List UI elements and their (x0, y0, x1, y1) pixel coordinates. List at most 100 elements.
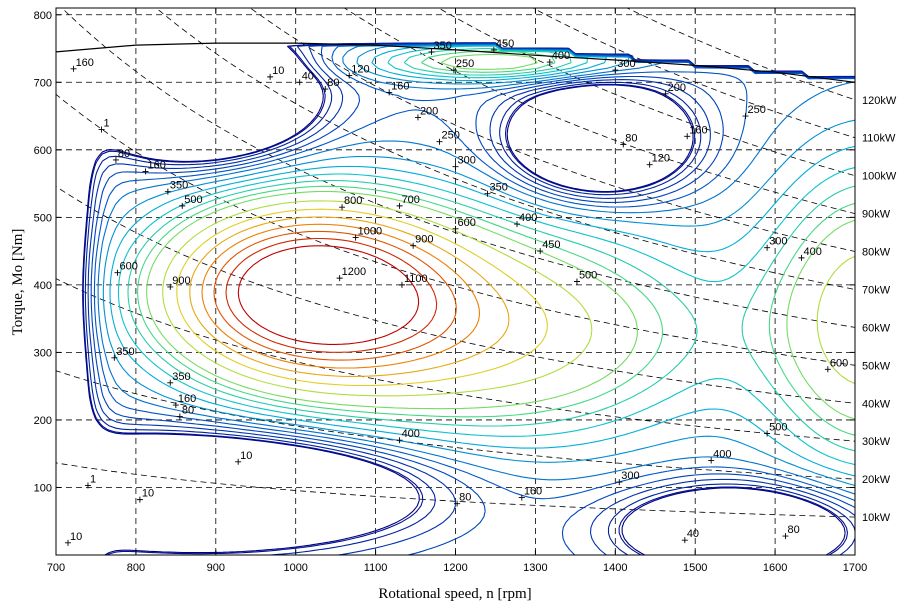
power-line-label: 90kW (862, 209, 891, 221)
contour-line (93, 43, 855, 502)
power-line-label: 80kW (862, 247, 891, 259)
contour-label-marker (352, 234, 359, 241)
contour-level-label: 160 (147, 159, 165, 171)
contour-level-label: 250 (748, 104, 766, 116)
contour-label-marker (764, 430, 771, 437)
x-tick-label: 1100 (364, 562, 388, 574)
contour-label-marker (742, 113, 749, 120)
power-line-label: 10kW (862, 512, 891, 524)
contour-level-label: 120 (351, 64, 369, 76)
y-tick-label: 400 (34, 280, 52, 292)
contour-level-label: 1100 (404, 273, 428, 285)
contour-level-label: 450 (496, 38, 514, 50)
contour-label-marker (64, 539, 71, 546)
contour-level-label: 600 (830, 357, 848, 369)
y-tick-label: 500 (34, 212, 52, 224)
contour-label-marker (267, 73, 274, 80)
contour-label-marker (172, 402, 179, 409)
contour-line (109, 45, 855, 477)
y-axis-label: Torque, Mo [Nm] (10, 229, 26, 336)
contour-label-marker (681, 537, 688, 544)
contour-level-label: 500 (579, 270, 597, 282)
contour-line (102, 44, 855, 487)
power-line-label: 30kW (862, 436, 891, 448)
contour-label-marker (436, 138, 443, 145)
contour-level-label: 250 (456, 58, 474, 70)
contour-level-label: 40 (302, 70, 314, 82)
contour-label-marker (452, 163, 459, 170)
contour-level-label: 80 (182, 405, 194, 417)
contour-label-marker (111, 354, 118, 361)
contour-level-label: 500 (769, 421, 787, 433)
contour-level-label: 300 (458, 155, 476, 167)
power-line (437, 8, 855, 177)
contour-label-marker (684, 133, 691, 140)
y-tick-label: 200 (34, 415, 52, 427)
contour-level-label: 1 (90, 473, 96, 485)
x-tick-label: 1500 (683, 562, 707, 574)
power-line-label: 120kW (862, 95, 897, 107)
contour-line (127, 47, 855, 452)
y-tick-label: 700 (34, 77, 52, 89)
contour-label-marker (386, 89, 393, 96)
contour-level-label: 160 (178, 393, 196, 405)
contour-label-marker (824, 366, 831, 373)
contour-label-marker (798, 254, 805, 261)
contour-line (82, 42, 855, 555)
contour-level-label: 10 (240, 450, 252, 462)
x-tick-label: 1300 (523, 562, 547, 574)
power-line-label: 70kW (862, 284, 891, 296)
contour-label-marker (176, 413, 183, 420)
contour-line (137, 50, 855, 436)
contour-level-label: 350 (489, 182, 507, 194)
contour-level-label: 600 (120, 261, 138, 273)
power-line-label: 110kW (862, 133, 896, 145)
power-line (56, 93, 855, 366)
contour-label-marker (764, 244, 771, 251)
power-line-label: 100kW (862, 171, 897, 183)
x-tick-label: 800 (127, 562, 145, 574)
contour-level-label: 200 (420, 105, 438, 117)
x-tick-label: 1000 (283, 562, 307, 574)
power-line-label: 50kW (862, 360, 891, 372)
contour-label-marker (136, 496, 143, 503)
max-torque-line (55, 42, 856, 83)
contour-level-label: 80 (625, 132, 637, 144)
contour-label-marker (490, 46, 497, 53)
contour-level-label: 800 (344, 195, 362, 207)
contour-label-marker (296, 79, 303, 86)
contour-line (117, 45, 855, 466)
power-line-labels: 10kW 20kW 30kW 40kW 50kW 60kW 70kW 80kW 90kW 100k… (862, 95, 897, 524)
contour-label-marker (322, 86, 329, 93)
contour-level-label: 700 (402, 194, 420, 206)
contour-label-marker (396, 202, 403, 209)
contour-label-marker (537, 248, 544, 255)
contour-line (237, 245, 420, 345)
contour-lines (82, 42, 855, 555)
contour-level-label: 160 (76, 57, 94, 69)
power-line (532, 8, 855, 139)
contour-label-marker (235, 458, 242, 465)
contour-label-marker (142, 168, 149, 175)
contour-level-label: 40 (687, 528, 699, 540)
contour-line (84, 42, 855, 555)
contour-level-label: 200 (668, 82, 686, 94)
contour-level-label: 300 (769, 236, 787, 248)
contour-level-label: 600 (458, 217, 476, 229)
contour-line (162, 200, 855, 397)
contour-line (176, 208, 548, 387)
contour-label-marker (346, 72, 353, 79)
contour-label-marker (70, 65, 77, 72)
contour-line (225, 237, 438, 353)
contour-level-label: 1200 (342, 266, 366, 278)
contour-level-label: 10 (70, 531, 82, 543)
contour-label-marker (450, 67, 457, 74)
contour-level-label: 300 (617, 58, 635, 70)
contour-label-marker (164, 188, 171, 195)
contour-label-marker (514, 221, 521, 228)
contour-level-label: 10 (272, 65, 284, 77)
y-tick-label: 100 (34, 482, 52, 494)
contour-level-label: 400 (519, 212, 537, 224)
contour-level-label: 160 (391, 80, 409, 92)
